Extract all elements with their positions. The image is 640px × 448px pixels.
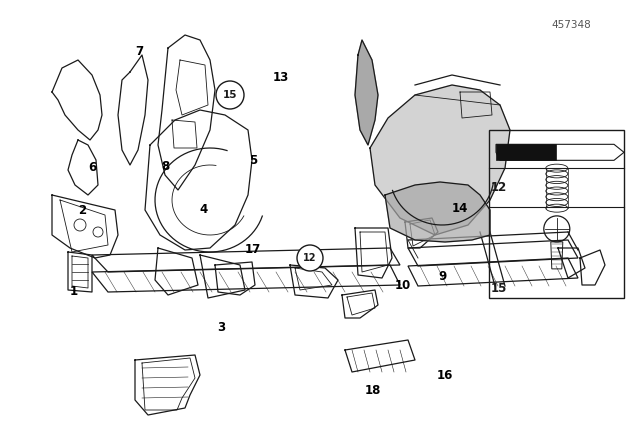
Text: 3: 3: [217, 320, 225, 334]
Circle shape: [297, 245, 323, 271]
Text: 15: 15: [490, 282, 507, 296]
Text: 7: 7: [136, 45, 143, 58]
Text: 8: 8: [161, 160, 169, 173]
Text: 9: 9: [439, 270, 447, 284]
Text: 10: 10: [395, 279, 412, 293]
Polygon shape: [355, 40, 378, 145]
Text: 13: 13: [272, 70, 289, 84]
Text: 12: 12: [303, 253, 317, 263]
Text: 457348: 457348: [551, 20, 591, 30]
Text: 17: 17: [244, 243, 261, 257]
Polygon shape: [370, 85, 510, 235]
Text: 18: 18: [364, 384, 381, 397]
Text: 5: 5: [249, 154, 257, 167]
Text: 15: 15: [223, 90, 237, 100]
Text: 2: 2: [78, 204, 86, 217]
Polygon shape: [385, 182, 490, 242]
Bar: [489, 130, 624, 298]
Text: 16: 16: [436, 369, 453, 382]
Text: 14: 14: [451, 202, 468, 215]
Polygon shape: [496, 144, 556, 160]
Text: 4: 4: [200, 203, 207, 216]
Text: 1: 1: [70, 284, 77, 298]
Circle shape: [216, 81, 244, 109]
Text: 12: 12: [490, 181, 507, 194]
Text: 6: 6: [89, 160, 97, 174]
